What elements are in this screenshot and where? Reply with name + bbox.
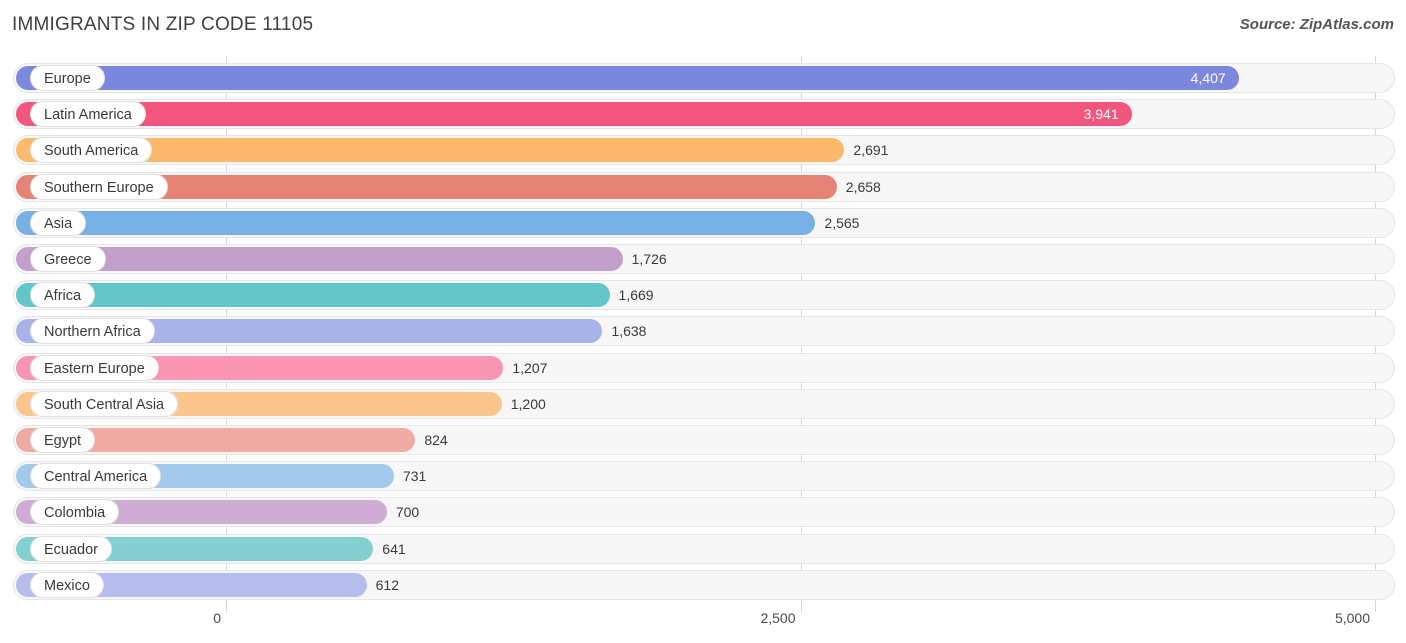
bar-row[interactable]: Mexico 612: [13, 569, 1395, 600]
bar-row[interactable]: Latin America 3,941: [13, 99, 1395, 130]
bar-category-label: Central America: [30, 463, 162, 490]
bar[interactable]: [16, 247, 623, 271]
bar[interactable]: [16, 66, 1239, 90]
bar-category-label: Asia: [30, 209, 87, 236]
bar-row[interactable]: Central America 731: [13, 461, 1395, 492]
bar-value-label: 641: [382, 540, 406, 557]
bar[interactable]: [16, 283, 610, 308]
bar-row[interactable]: Eastern Europe 1,207: [13, 352, 1395, 383]
bar-category-label: South America: [30, 137, 153, 164]
bar-row[interactable]: Colombia 700: [13, 497, 1395, 528]
bar-category-label: Southern Europe: [30, 173, 168, 200]
bar-value-label: 1,726: [631, 251, 667, 267]
bar-row[interactable]: Asia 2,565: [13, 207, 1395, 238]
bar[interactable]: [16, 138, 845, 163]
bar[interactable]: [16, 210, 816, 235]
x-axis-tick-label: 5,000: [1334, 610, 1370, 626]
bar-category-label: Greece: [30, 246, 106, 272]
bar-category-label: Ecuador: [30, 535, 113, 562]
bar-row[interactable]: Southern Europe 2,658: [13, 171, 1395, 202]
x-axis-tick-label: 2,500: [760, 610, 796, 626]
bar-value-label: 1,207: [512, 359, 548, 376]
bar-value-label: 2,691: [853, 142, 889, 159]
chart-plot-area: Europe 4,407 Latin America 3,941 South Ameri…: [0, 56, 1406, 612]
source-attribution: Source: ZipAtlas.com: [1239, 16, 1394, 33]
bar-value-label: 612: [375, 576, 399, 593]
bar-value-label: 3,941: [1083, 106, 1119, 123]
bar-row[interactable]: Greece 1,726: [13, 244, 1395, 274]
bar-row[interactable]: Egypt 824: [13, 425, 1395, 455]
bar-category-label: Mexico: [30, 571, 104, 598]
bar-category-label: Latin America: [30, 101, 146, 128]
bar-value-label: 731: [402, 468, 427, 485]
bar-value-label: 1,669: [618, 287, 654, 304]
page-title: IMMIGRANTS IN ZIP CODE 11105: [12, 14, 314, 35]
bar-category-label: Africa: [30, 282, 96, 309]
x-axis-tick-label: 0: [213, 610, 221, 626]
bar-value-label: 2,658: [845, 178, 881, 195]
bar-row[interactable]: South America 2,691: [13, 135, 1395, 166]
bar-category-label: Eastern Europe: [30, 354, 159, 381]
bar-category-label: Colombia: [30, 499, 120, 526]
x-axis: 0 2,500 5,000: [0, 602, 1406, 643]
bar-value-label: 700: [395, 504, 420, 521]
bar-category-label: Egypt: [30, 427, 96, 453]
bar-category-label: South Central Asia: [30, 390, 179, 417]
bar-rows: Europe 4,407 Latin America 3,941 South Ameri…: [0, 56, 1406, 602]
bar-value-label: 4,407: [1190, 70, 1226, 86]
bar-value-label: 2,565: [824, 214, 860, 231]
bar-category-label: Northern Africa: [30, 318, 155, 345]
bar-row[interactable]: Ecuador 641: [13, 533, 1395, 564]
bar-category-label: Europe: [30, 65, 105, 91]
bar-row[interactable]: Africa 1,669: [13, 280, 1395, 311]
bar-row[interactable]: Europe 4,407: [13, 63, 1395, 93]
bar[interactable]: [16, 102, 1132, 127]
bar-row[interactable]: South Central Asia 1,200: [13, 388, 1395, 419]
chart-header: IMMIGRANTS IN ZIP CODE 11105 Source: Zip…: [0, 0, 1406, 56]
bar-row[interactable]: Northern Africa 1,638: [13, 316, 1395, 347]
bar-value-label: 824: [424, 432, 448, 448]
bar-value-label: 1,638: [611, 323, 647, 340]
bar-value-label: 1,200: [510, 395, 546, 412]
